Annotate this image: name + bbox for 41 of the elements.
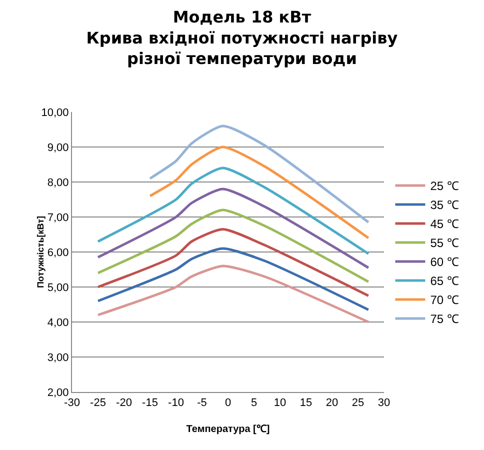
legend-label: 75 ℃ [430, 312, 459, 326]
x-tick-label: -15 [142, 397, 158, 410]
y-tick-label: 5,00 [47, 282, 69, 294]
line-series [96, 208, 370, 283]
legend-label: 55 ℃ [430, 236, 459, 250]
legend-label: 25 ℃ [430, 179, 459, 194]
line-series [96, 166, 370, 255]
y-axis-title: Потужність[кВт] [35, 216, 46, 288]
line-series [148, 124, 370, 224]
y-tick-label: 4,00 [47, 316, 69, 329]
line-series [96, 188, 370, 269]
y-tick-label: 6,00 [47, 246, 69, 259]
legend-label: 65 ℃ [430, 274, 459, 288]
legend-label: 35 ℃ [430, 198, 459, 212]
x-tick-label: -25 [90, 397, 106, 410]
x-axis-title: Температура [℃] [186, 424, 270, 435]
x-tick-label: -20 [116, 397, 132, 410]
y-tick-label: 3,00 [47, 352, 69, 364]
x-tick-label: 30 [378, 397, 390, 410]
x-tick-label: 25 [352, 397, 364, 410]
y-tick-label: 7,00 [47, 212, 69, 224]
x-tick-label: 15 [300, 397, 312, 410]
y-tick-label: 10,00 [41, 106, 69, 119]
y-tick-label: 8,00 [47, 176, 69, 189]
x-tick-label: 20 [326, 397, 338, 410]
y-tick-label: 9,00 [47, 142, 69, 154]
line-series [96, 247, 370, 311]
legend-label: 60 ℃ [430, 255, 459, 270]
x-tick-label: 5 [250, 397, 258, 410]
x-tick-label: 10 [274, 397, 286, 410]
line-series [148, 146, 370, 240]
line-series [96, 264, 370, 324]
line-series [96, 228, 370, 297]
y-tick-label: 2,00 [47, 386, 69, 399]
legend-label: 45 ℃ [430, 217, 459, 232]
chart-title: Модель 18 кВт Крива вхідної потужності нагріву різної температури води [86, 8, 398, 68]
x-tick-label: -30 [64, 397, 80, 410]
x-tick-label: -5 [197, 397, 207, 410]
x-tick-label: -10 [168, 397, 184, 410]
legend-label: 70 ℃ [430, 293, 459, 308]
x-tick-label: 0 [224, 397, 232, 410]
